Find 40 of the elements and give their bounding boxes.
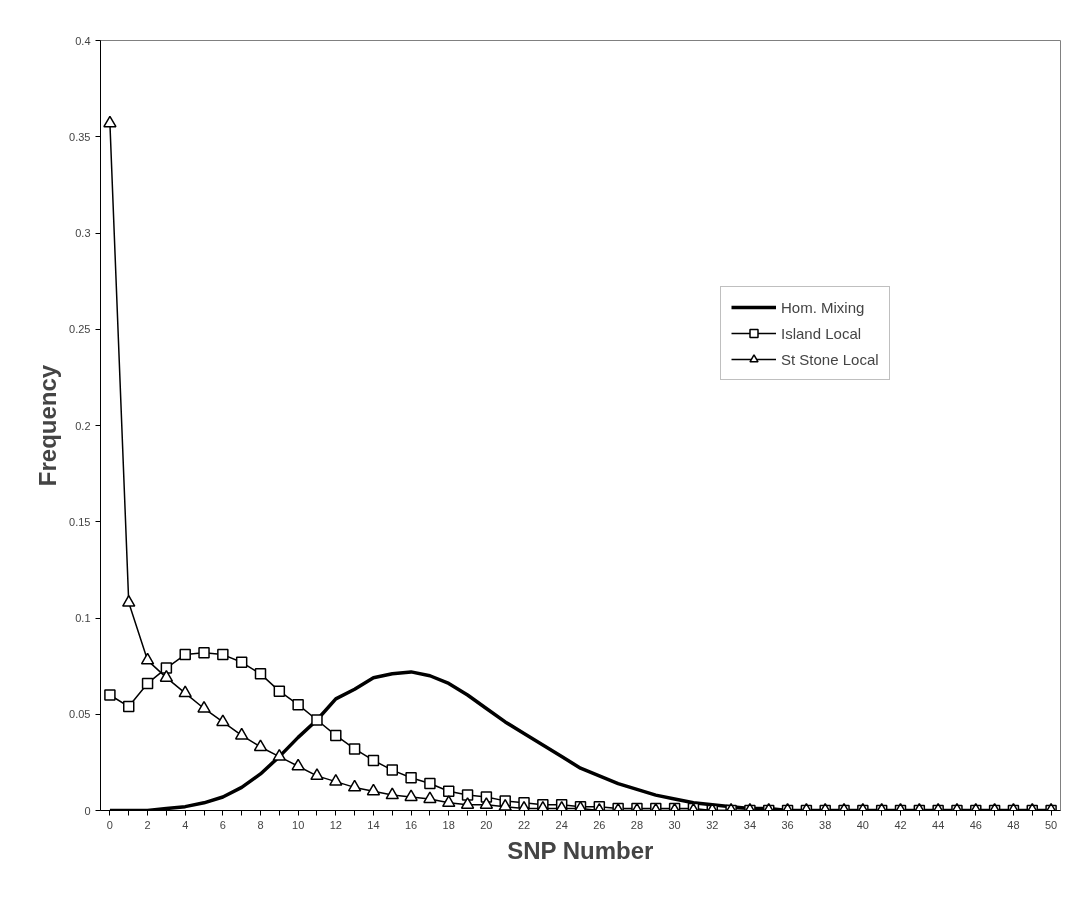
x-tick-label: 8 — [257, 818, 264, 831]
x-tick-label: 22 — [517, 818, 531, 831]
y-tick-label: 0.4 — [75, 34, 91, 47]
x-tick-label: 26 — [593, 818, 606, 831]
x-tick-label: 24 — [555, 818, 568, 831]
y-tick-label: 0.1 — [75, 612, 91, 624]
y-tick-label: 0.25 — [69, 323, 91, 336]
y-tick-label: 0.05 — [69, 708, 91, 721]
x-tick-label: 42 — [894, 818, 907, 831]
x-tick-label: 2 — [144, 818, 151, 831]
y-tick-label: 0.3 — [75, 227, 91, 239]
legend-label: Island Local — [781, 324, 862, 342]
x-tick-label: 10 — [292, 818, 305, 831]
x-tick-label: 46 — [969, 818, 982, 831]
y-tick-label: 0.15 — [69, 515, 91, 528]
x-tick-label: 48 — [1007, 818, 1020, 831]
x-tick-label: 36 — [781, 818, 794, 831]
x-tick-label: 38 — [819, 818, 832, 831]
x-tick-label: 34 — [743, 818, 757, 831]
x-tick-label: 50 — [1044, 818, 1058, 831]
x-tick-label: 18 — [442, 818, 455, 831]
x-tick-label: 32 — [706, 818, 719, 831]
y-tick-label: 0 — [84, 804, 91, 817]
y-axis-title: Frequency — [34, 364, 62, 487]
y-tick-label: 0.35 — [69, 130, 91, 143]
x-tick-label: 4 — [182, 818, 189, 831]
x-tick-label: 0 — [106, 818, 113, 831]
x-tick-label: 6 — [219, 818, 226, 831]
x-tick-label: 12 — [329, 818, 342, 831]
y-tick-label: 0.2 — [75, 419, 91, 432]
legend-label: Hom. Mixing — [781, 298, 865, 316]
x-tick-label: 28 — [630, 818, 644, 831]
x-axis-title: SNP Number — [507, 836, 654, 864]
x-tick-label: 30 — [668, 818, 681, 831]
x-tick-label: 16 — [404, 818, 418, 831]
x-tick-label: 40 — [856, 818, 869, 831]
x-tick-label: 14 — [367, 818, 380, 831]
x-tick-label: 44 — [932, 818, 945, 831]
x-tick-label: 20 — [480, 818, 493, 831]
legend-label: St Stone Local — [781, 350, 879, 368]
